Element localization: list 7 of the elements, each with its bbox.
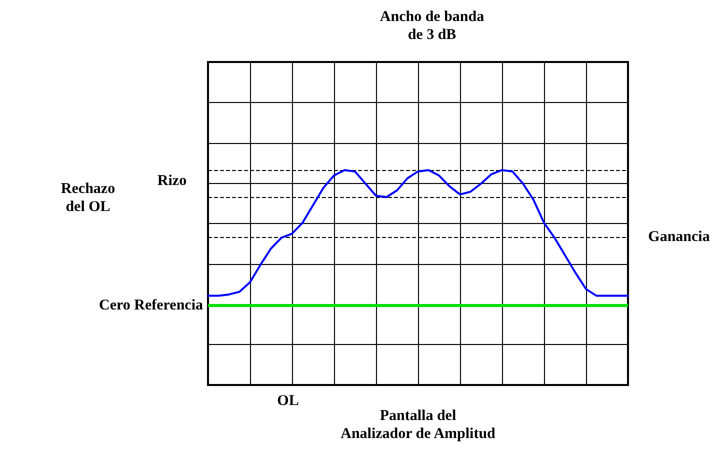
text: Ganancia	[648, 229, 710, 245]
ref-line-label: Cero Referencia	[99, 297, 204, 314]
text: Rechazo del OL	[60, 181, 116, 215]
text: Rizo	[157, 173, 187, 189]
text: Ancho de banda de 3 dB	[380, 9, 485, 43]
text: OL	[277, 393, 299, 409]
text: Pantalla del Analizador de Amplitud	[340, 408, 496, 442]
